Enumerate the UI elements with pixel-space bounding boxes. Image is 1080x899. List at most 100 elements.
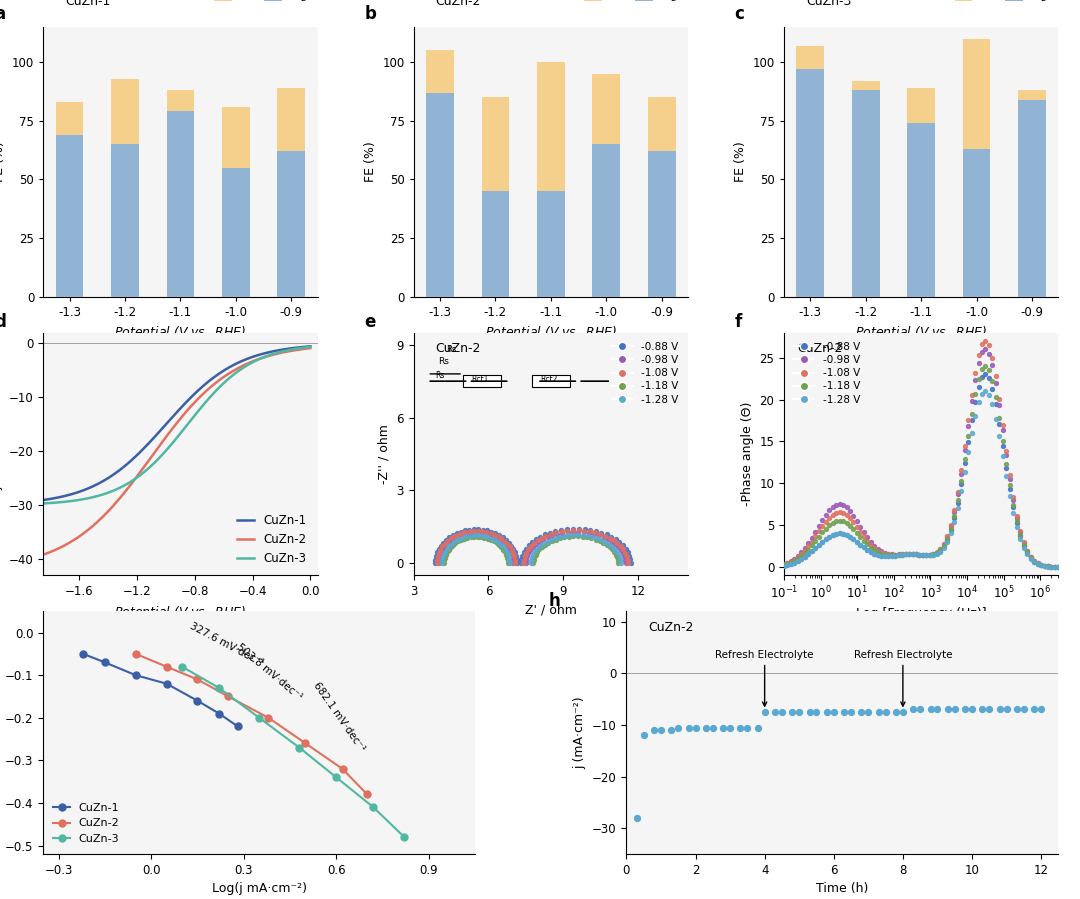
Point bbox=[876, 549, 893, 564]
Point bbox=[497, 538, 514, 552]
Point bbox=[441, 539, 458, 554]
Point bbox=[670, 720, 687, 734]
Point bbox=[485, 529, 502, 543]
Point bbox=[591, 534, 608, 548]
Point bbox=[1015, 539, 1032, 553]
Point bbox=[848, 535, 865, 549]
Legend: CO, H$_2$: CO, H$_2$ bbox=[580, 0, 683, 9]
Line: CuZn-3: CuZn-3 bbox=[43, 347, 310, 503]
CuZn-1 bbox=[281, 343, 294, 354]
Point bbox=[859, 534, 876, 548]
Point bbox=[432, 542, 449, 556]
Point bbox=[799, 547, 816, 562]
Point bbox=[866, 547, 883, 561]
Point bbox=[981, 702, 998, 717]
Point bbox=[1004, 505, 1022, 520]
Point bbox=[454, 528, 471, 542]
Point bbox=[524, 535, 541, 549]
CuZn-1 bbox=[86, 481, 99, 492]
Point bbox=[921, 547, 939, 562]
CuZn-3 bbox=[281, 345, 294, 356]
Point bbox=[879, 548, 896, 563]
Text: CuZn-3: CuZn-3 bbox=[806, 0, 851, 7]
Point bbox=[1004, 490, 1022, 504]
Point bbox=[976, 342, 994, 356]
Point bbox=[987, 390, 1004, 405]
Point bbox=[799, 539, 816, 554]
Point bbox=[608, 550, 625, 565]
CuZn-2 bbox=[281, 346, 294, 357]
Point bbox=[434, 556, 451, 571]
Point bbox=[430, 556, 447, 571]
Point bbox=[433, 543, 450, 557]
Point bbox=[981, 346, 998, 360]
Point bbox=[507, 556, 524, 571]
Point bbox=[990, 392, 1008, 406]
Point bbox=[1050, 560, 1067, 574]
Point bbox=[824, 528, 841, 542]
Point bbox=[973, 345, 990, 360]
Point bbox=[821, 511, 838, 525]
Point bbox=[489, 535, 507, 549]
CuZn-2 bbox=[191, 674, 204, 685]
Point bbox=[841, 530, 859, 544]
Point bbox=[445, 530, 462, 544]
X-axis label: Z' / ohm: Z' / ohm bbox=[525, 603, 577, 617]
Point bbox=[904, 547, 921, 561]
Point bbox=[750, 720, 767, 734]
Point bbox=[611, 550, 629, 565]
Point bbox=[862, 538, 879, 552]
Point bbox=[796, 549, 813, 564]
Text: Refresh Electrolyte: Refresh Electrolyte bbox=[715, 650, 814, 706]
Point bbox=[515, 553, 532, 567]
Point bbox=[501, 553, 518, 567]
Point bbox=[504, 542, 522, 556]
Point bbox=[453, 533, 470, 547]
Point bbox=[855, 540, 873, 555]
Point bbox=[779, 557, 796, 572]
Point bbox=[973, 361, 990, 376]
Point bbox=[504, 553, 522, 567]
Point bbox=[491, 532, 509, 547]
FancyBboxPatch shape bbox=[531, 375, 570, 387]
Point bbox=[921, 548, 939, 563]
Point bbox=[607, 537, 624, 551]
Point bbox=[611, 535, 629, 549]
Point bbox=[486, 528, 503, 542]
Point bbox=[915, 547, 932, 562]
Point bbox=[482, 528, 499, 542]
Point bbox=[1039, 559, 1056, 574]
Point bbox=[949, 501, 967, 515]
Point bbox=[984, 381, 1001, 396]
Point bbox=[789, 550, 807, 565]
Legend: CO, H$_2$: CO, H$_2$ bbox=[950, 0, 1053, 9]
Bar bbox=[962, 149, 990, 297]
Point bbox=[559, 528, 577, 542]
Point bbox=[786, 553, 804, 567]
Point bbox=[1047, 560, 1064, 574]
Point bbox=[721, 720, 739, 734]
Point bbox=[477, 525, 495, 539]
Point bbox=[991, 702, 1009, 717]
Point bbox=[519, 546, 537, 560]
Point bbox=[615, 542, 632, 556]
Point bbox=[953, 467, 970, 481]
Point bbox=[877, 705, 894, 719]
Point bbox=[801, 705, 819, 719]
Point bbox=[617, 541, 634, 556]
Point bbox=[438, 534, 456, 548]
Point bbox=[548, 525, 565, 539]
Point bbox=[427, 552, 444, 566]
Point bbox=[775, 558, 793, 573]
Point bbox=[438, 542, 456, 556]
Point bbox=[603, 530, 620, 544]
X-axis label: Potential (V $vs.$ RHE): Potential (V $vs.$ RHE) bbox=[485, 325, 617, 339]
Point bbox=[859, 538, 876, 552]
Point bbox=[515, 556, 532, 571]
Point bbox=[1004, 500, 1022, 514]
Point bbox=[897, 547, 915, 561]
Y-axis label: j (mA·cm⁻²): j (mA·cm⁻²) bbox=[573, 697, 586, 769]
Point bbox=[617, 546, 634, 560]
Bar bbox=[962, 39, 990, 149]
Bar bbox=[796, 69, 824, 297]
